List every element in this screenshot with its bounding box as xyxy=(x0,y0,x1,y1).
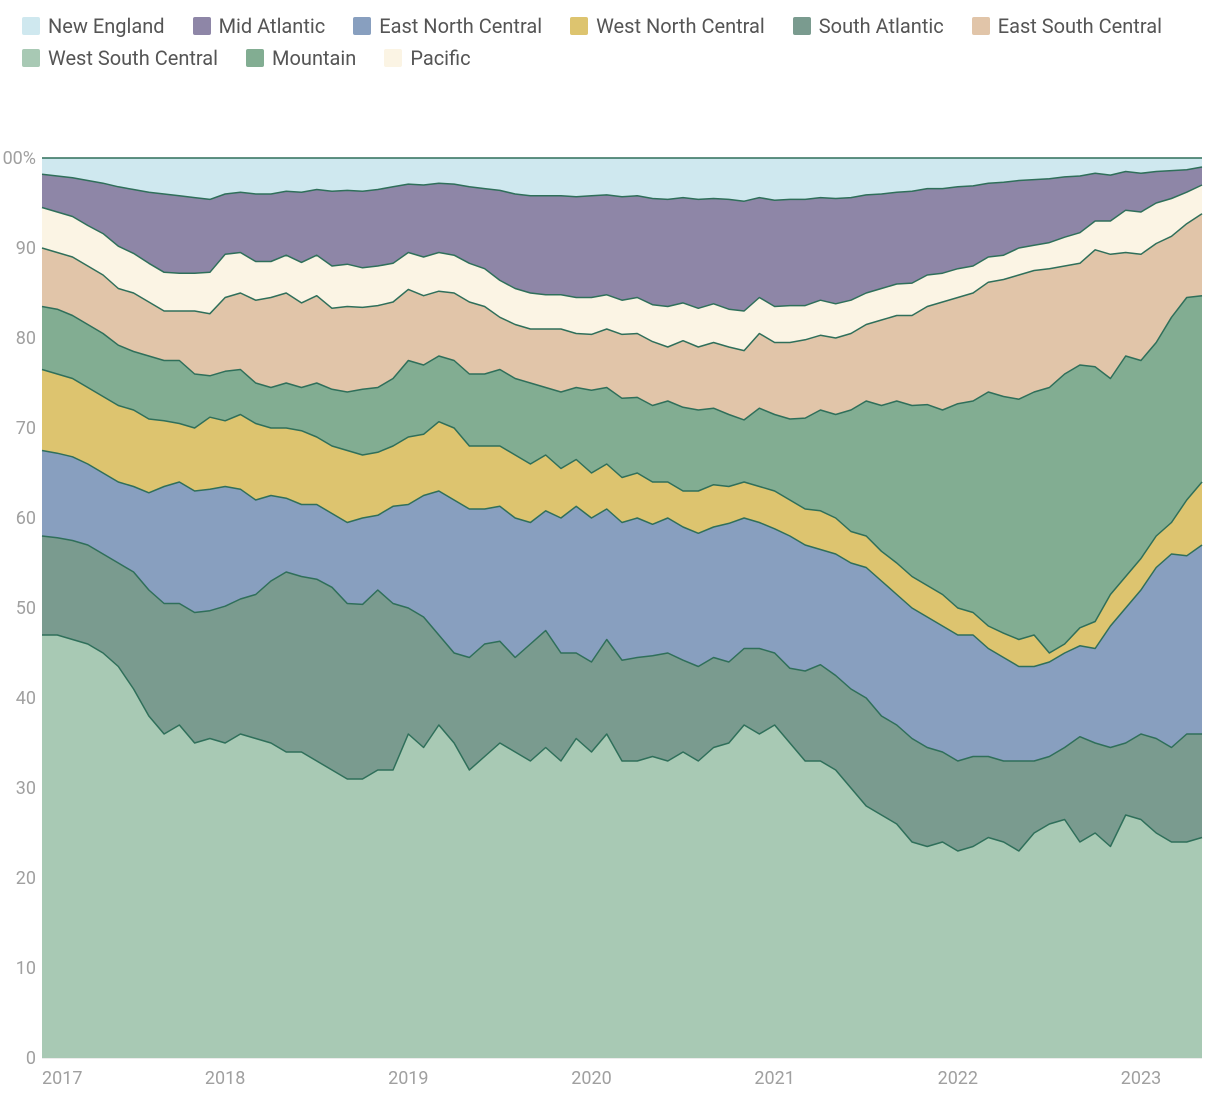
legend-item: West North Central xyxy=(570,14,765,38)
legend-swatch xyxy=(972,17,990,35)
x-axis-label: 2020 xyxy=(571,1068,611,1089)
legend-label: East North Central xyxy=(379,14,542,38)
legend-item: Mountain xyxy=(246,46,356,70)
x-axis-label: 2017 xyxy=(42,1068,82,1089)
legend-item: Mid Atlantic xyxy=(193,14,326,38)
y-axis-label: 0 xyxy=(26,1048,36,1069)
chart-container: New England Mid Atlantic East North Centra… xyxy=(0,0,1220,1020)
legend-swatch xyxy=(384,49,402,67)
x-axis-label: 2022 xyxy=(938,1068,978,1089)
x-axis-label: 2021 xyxy=(754,1068,794,1089)
x-axis-label: 2018 xyxy=(205,1068,245,1089)
x-axis-label: 2019 xyxy=(388,1068,428,1089)
legend-label: West North Central xyxy=(596,14,765,38)
legend-item: East South Central xyxy=(972,14,1162,38)
legend-label: New England xyxy=(48,14,165,38)
legend-label: South Atlantic xyxy=(819,14,944,38)
legend: New England Mid Atlantic East North Centra… xyxy=(0,0,1220,78)
y-axis-label: 30 xyxy=(16,778,36,799)
legend-item: East North Central xyxy=(353,14,542,38)
areas xyxy=(42,158,1202,1058)
legend-swatch xyxy=(793,17,811,35)
legend-swatch xyxy=(246,49,264,67)
legend-swatch xyxy=(570,17,588,35)
y-axis-label: 70 xyxy=(16,418,36,439)
legend-label: West South Central xyxy=(48,46,218,70)
y-axis-label: 10 xyxy=(16,958,36,979)
y-axis-label: 20 xyxy=(16,868,36,889)
y-axis-label: 40 xyxy=(16,688,36,709)
x-axis-label: 2023 xyxy=(1121,1068,1161,1089)
y-axis-label: 60 xyxy=(16,508,36,529)
legend-swatch xyxy=(22,17,40,35)
chart-svg: 0 10 20 30 40 50 60 70 80 90 100% 2017 2018 2019 2020 2… xyxy=(0,78,1220,1098)
legend-swatch xyxy=(193,17,211,35)
y-axis-label: 100% xyxy=(0,148,36,169)
legend-label: East South Central xyxy=(998,14,1162,38)
y-axis-label: 50 xyxy=(16,598,36,619)
y-axis-label: 90 xyxy=(16,238,36,259)
legend-swatch xyxy=(22,49,40,67)
y-axis-label: 80 xyxy=(16,328,36,349)
legend-item: South Atlantic xyxy=(793,14,944,38)
legend-item: Pacific xyxy=(384,46,470,70)
legend-label: Mid Atlantic xyxy=(219,14,326,38)
legend-item: West South Central xyxy=(22,46,218,70)
legend-label: Pacific xyxy=(410,46,470,70)
legend-swatch xyxy=(353,17,371,35)
legend-item: New England xyxy=(22,14,165,38)
legend-label: Mountain xyxy=(272,46,356,70)
